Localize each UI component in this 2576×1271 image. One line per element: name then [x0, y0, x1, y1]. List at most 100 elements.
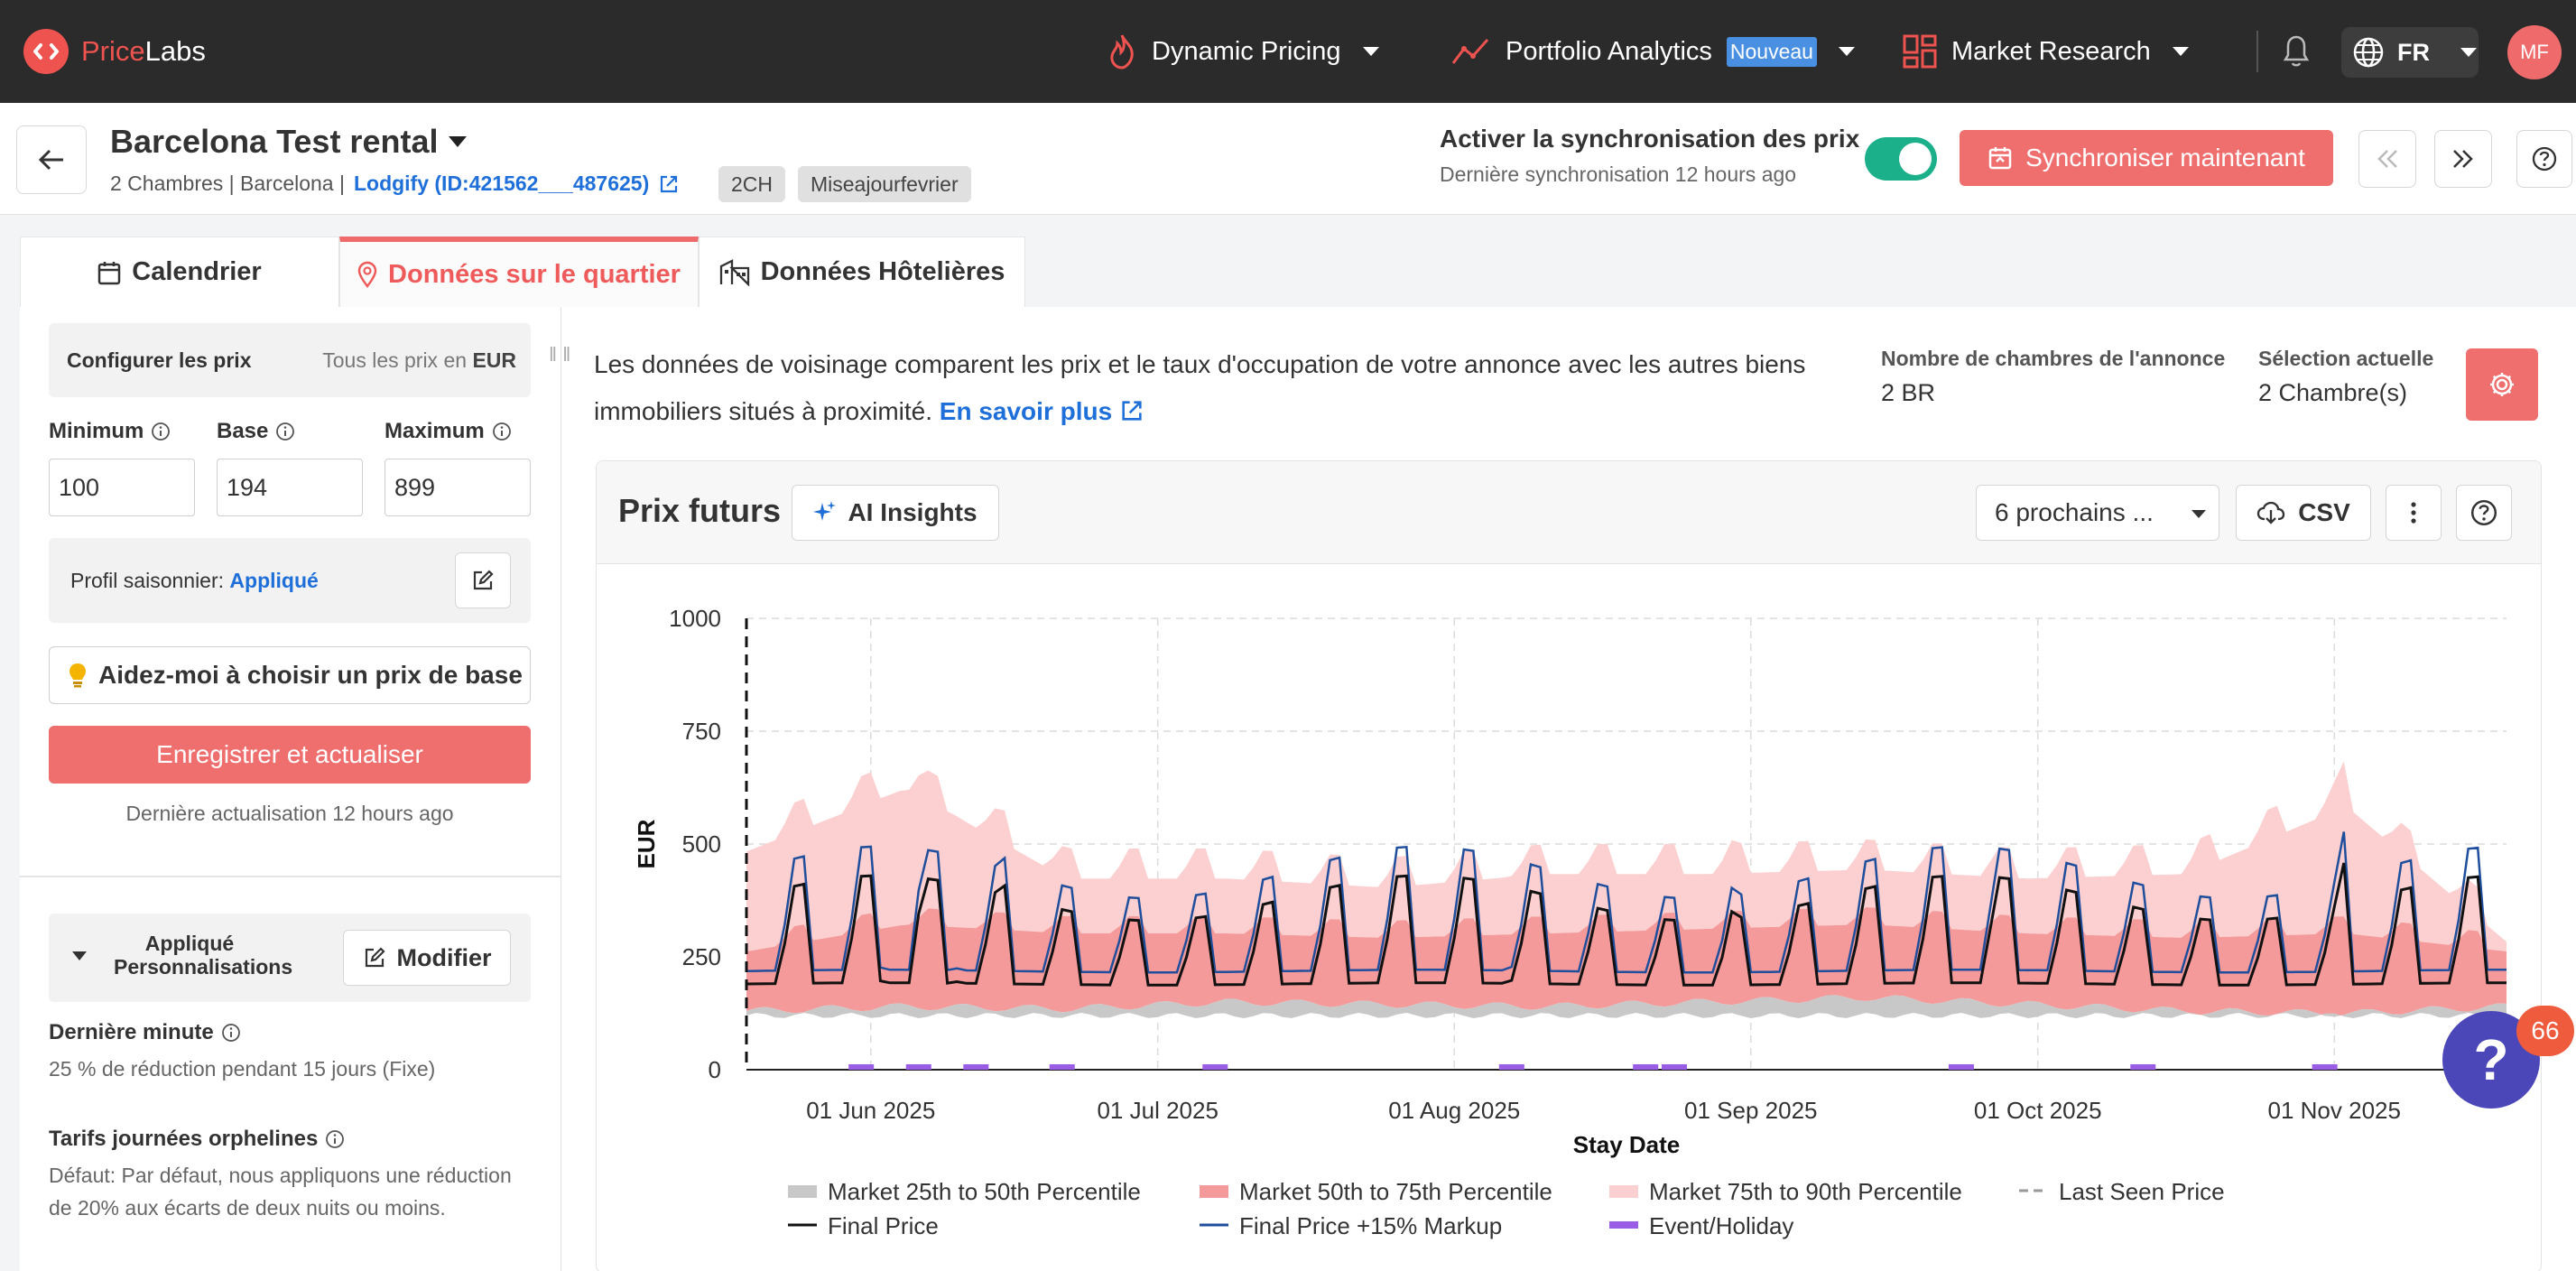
- current-selection-label: Sélection actuelle: [2258, 347, 2434, 370]
- new-badge: Nouveau: [1726, 36, 1817, 67]
- chevron-down-icon: [2191, 510, 2206, 518]
- logo[interactable]: PriceLabs: [23, 27, 206, 76]
- save-refresh-button[interactable]: Enregistrer et actualiser: [49, 726, 531, 784]
- neighborhood-data-panel: ‖ ‖ Les données de voisinage comparent l…: [549, 307, 2576, 1271]
- lightbulb-icon: [69, 663, 86, 688]
- external-link-icon[interactable]: [658, 173, 680, 195]
- base-price-input[interactable]: [217, 459, 363, 516]
- neighborhood-settings-button[interactable]: [2466, 348, 2538, 421]
- applied-customizations-label: Appliqué Personnalisations: [114, 932, 293, 979]
- nav-divider: [2256, 31, 2258, 72]
- listing-rooms-value: 2 BR: [1881, 379, 1936, 406]
- listing-title[interactable]: Barcelona Test rental: [110, 123, 468, 161]
- seasonal-profile: Profil saisonnier: Appliqué: [49, 538, 531, 623]
- nav-dynamic-pricing[interactable]: Dynamic Pricing: [1107, 25, 1379, 78]
- future-prices-chart[interactable]: 0 250 500 750 1000 01 Jun 2025 01 Jul 2025 01 A…: [597, 564, 2541, 1271]
- info-icon: [276, 422, 295, 441]
- question-circle-icon: [2470, 499, 2497, 526]
- kebab-menu-icon: [2411, 502, 2416, 524]
- legend-swatch: [1200, 1185, 1228, 1198]
- tab-calendar-label: Calendrier: [132, 257, 262, 286]
- x-tick-label: 01 Aug 2025: [1388, 1097, 1520, 1124]
- nav-market-research-label: Market Research: [1951, 36, 2151, 66]
- sync-now-button[interactable]: Synchroniser maintenant: [1960, 130, 2333, 186]
- ai-insights-label: AI Insights: [848, 498, 978, 526]
- help-chat-button[interactable]: ?: [2442, 1011, 2540, 1109]
- pms-link[interactable]: Lodgify (ID:421562___487625): [353, 172, 650, 195]
- legend-swatch: [788, 1185, 817, 1198]
- event-marker: [905, 1064, 931, 1070]
- config-currency: Tous les prix en EUR: [322, 348, 516, 372]
- edit-icon: [473, 570, 494, 590]
- avatar[interactable]: MF: [2507, 25, 2562, 79]
- event-marker: [2130, 1064, 2156, 1070]
- caret-down-icon[interactable]: [72, 951, 87, 960]
- y-axis-label: EUR: [633, 819, 660, 868]
- legend-label: Market 75th to 90th Percentile: [1649, 1178, 1962, 1205]
- chevrons-right-icon: [2453, 150, 2473, 168]
- ai-insights-button[interactable]: AI Insights: [792, 485, 999, 541]
- help-base-price-button[interactable]: Aidez-moi à choisir un prix de base: [49, 646, 531, 704]
- next-listing-button[interactable]: [2434, 130, 2492, 188]
- chevron-down-icon: [1838, 47, 1855, 56]
- legend-label: Final Price: [828, 1212, 939, 1239]
- arrow-left-icon: [38, 149, 63, 171]
- tab-neighborhood-data[interactable]: Données sur le quartier: [339, 237, 699, 307]
- market-75-90-band: [746, 761, 2507, 951]
- csv-download-button[interactable]: CSV: [2236, 485, 2371, 541]
- max-price-input[interactable]: [385, 459, 531, 516]
- more-options-button[interactable]: [2386, 485, 2442, 541]
- date-range-select[interactable]: 6 prochains ...: [1976, 485, 2219, 541]
- legend-label: Event/Holiday: [1649, 1212, 1793, 1239]
- previous-listing-button[interactable]: [2358, 130, 2416, 188]
- tab-hotel-data[interactable]: Données Hôtelières: [699, 237, 1025, 307]
- modify-label: Modifier: [396, 943, 492, 971]
- listing-rooms-city: 2 Chambres | Barcelona |: [110, 172, 345, 195]
- listing-header: Barcelona Test rental 2 Chambres | Barce…: [0, 103, 2576, 215]
- learn-more-link[interactable]: En savoir plus: [940, 397, 1144, 425]
- language-selector[interactable]: FR: [2341, 27, 2479, 78]
- info-icon: [152, 422, 171, 441]
- seasonal-profile-link[interactable]: Appliqué: [229, 569, 319, 592]
- tag-chip: Miseajourfevrier: [798, 166, 971, 202]
- nav-portfolio-analytics-label: Portfolio Analytics: [1506, 36, 1712, 66]
- chart-help-button[interactable]: [2456, 485, 2512, 541]
- tab-calendar[interactable]: Calendrier: [20, 237, 339, 307]
- applied-customizations[interactable]: Appliqué Personnalisations Modifier: [49, 914, 531, 1002]
- legend-swatch: [1609, 1221, 1638, 1229]
- final-price-markup-line: [746, 831, 2507, 974]
- pricing-config-panel: Configurer les prix Tous les prix en EUR…: [20, 307, 561, 1271]
- market-25-50-band: [746, 995, 2507, 1018]
- x-tick-label: 01 Nov 2025: [2268, 1097, 2401, 1124]
- x-tick-label: 01 Jun 2025: [806, 1097, 935, 1124]
- future-prices-card: Prix futurs AI Insights 6 prochains ... …: [596, 460, 2542, 1271]
- listing-title-text: Barcelona Test rental: [110, 123, 439, 160]
- modify-customizations-button[interactable]: Modifier: [343, 930, 511, 986]
- help-button[interactable]: [2516, 130, 2572, 188]
- gear-icon: [2490, 373, 2514, 396]
- event-marker: [1049, 1064, 1075, 1070]
- legend-label: Market 25th to 50th Percentile: [828, 1178, 1141, 1205]
- nav-market-research[interactable]: Market Research: [1903, 25, 2189, 78]
- chevron-down-icon: [2460, 48, 2477, 57]
- map-pin-icon: [357, 261, 377, 288]
- nav-portfolio-analytics[interactable]: Portfolio Analytics Nouveau: [1451, 25, 1855, 78]
- legend-label: Market 50th to 75th Percentile: [1239, 1178, 1552, 1205]
- globe-icon: [2353, 37, 2384, 68]
- legend-label: Final Price +15% Markup: [1239, 1212, 1502, 1239]
- event-marker: [963, 1064, 989, 1070]
- dashboard-grid-icon: [1903, 34, 1937, 69]
- chevron-down-icon: [2172, 47, 2189, 56]
- config-prices-header: Configurer les prix Tous les prix en EUR: [49, 323, 531, 397]
- sync-toggle[interactable]: [1865, 137, 1937, 181]
- event-marker: [848, 1064, 875, 1070]
- chart-header: Prix futurs AI Insights 6 prochains ... …: [597, 461, 2541, 564]
- trend-chart-icon: [1451, 39, 1489, 64]
- min-price-input[interactable]: [49, 459, 195, 516]
- back-button[interactable]: [16, 125, 87, 194]
- nav-dynamic-pricing-label: Dynamic Pricing: [1152, 36, 1341, 66]
- edit-seasonal-profile-button[interactable]: [455, 552, 511, 608]
- event-marker: [1633, 1064, 1659, 1070]
- resize-handle-icon[interactable]: ‖ ‖: [549, 343, 571, 366]
- bell-icon[interactable]: [2280, 32, 2312, 73]
